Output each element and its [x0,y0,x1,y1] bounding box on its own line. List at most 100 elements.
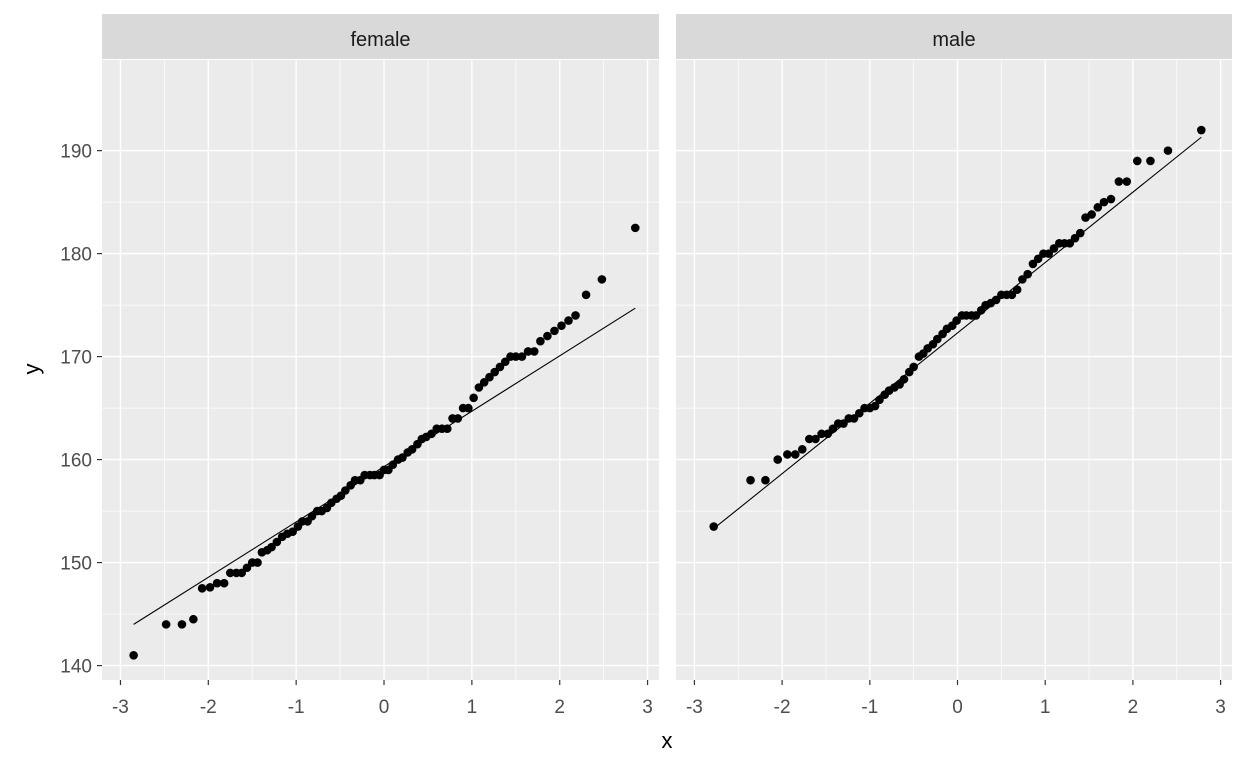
x-tick-label: 3 [642,697,653,718]
data-point [407,445,417,454]
data-point [952,316,961,325]
data-point [212,578,222,588]
data-point [536,336,545,346]
y-tick-label: 150 [60,554,92,575]
data-point [1065,239,1075,248]
data-point [630,223,640,233]
data-point [511,352,521,361]
data-point [1163,146,1173,155]
y-tick-label: 180 [60,245,92,266]
x-axis-title: x [662,728,673,753]
y-tick-label: 190 [60,142,92,163]
data-point [1099,197,1109,207]
strip-male [676,14,1232,59]
data-point [1087,210,1096,219]
data-point [823,429,833,439]
data-point [1070,233,1080,243]
data-point [517,352,527,361]
data-point [1023,269,1032,279]
data-point [1075,228,1085,238]
data-point [189,614,198,624]
qq-reference-line [713,136,1202,530]
x-tick-label: -3 [112,697,129,718]
data-point [797,445,807,454]
data-point [839,419,848,428]
data-point [388,460,398,470]
panel-background-male [676,60,1232,680]
data-point [219,578,229,588]
data-point [272,537,282,547]
data-point [500,357,510,367]
x-tick-label: 0 [952,697,963,718]
data-point [933,334,942,344]
x-tick-label: -2 [200,697,217,718]
data-point [129,650,138,660]
panel-background-female [102,60,659,680]
data-point [398,453,407,462]
data-point [253,558,262,567]
data-point [529,347,539,356]
data-point [1033,254,1043,264]
data-point [485,372,494,382]
data-point [1146,156,1155,166]
data-point [783,450,792,459]
data-point [1132,156,1142,166]
data-point [581,290,591,300]
y-tick-label: 160 [60,451,92,472]
data-point [557,321,566,331]
data-point [811,434,820,444]
y-axis-title: y [19,364,44,375]
data-point [479,378,489,387]
data-point [237,568,246,578]
facets: female -3 -2 -1 0 1 2 3 140 150 160 170 180 190 male -3… [60,14,1232,718]
data-point [490,367,500,377]
data-point [1122,177,1132,186]
data-point [543,331,552,341]
data-point [1049,244,1059,253]
data-point [790,450,800,459]
data-point [341,486,350,495]
data-point [1093,202,1103,212]
x-tick-label: 2 [1128,697,1139,718]
x-tick-label: -1 [861,697,878,718]
data-point [1197,125,1206,135]
strip-label-female: female [350,29,410,51]
strip-label-male: male [932,29,975,51]
data-point [1028,259,1038,269]
data-point [442,424,452,434]
data-point [564,316,573,325]
facet-female: female -3 -2 -1 0 1 2 3 140 150 160 170 180 190 [60,14,659,718]
x-tick-label: 0 [379,697,390,718]
facet-male: male -3 -2 -1 0 1 2 3 [676,14,1232,718]
data-point [571,311,580,320]
data-point [854,408,864,418]
data-point [307,511,317,521]
data-point [1018,275,1027,284]
data-point [161,620,171,629]
data-point [225,568,235,578]
data-point [197,584,207,593]
x-tick-label: 2 [554,697,565,718]
data-point [177,620,187,629]
data-point [205,583,215,592]
x-tick-label: 1 [1040,697,1051,718]
data-point [870,401,880,411]
data-point [1044,249,1054,258]
data-point [474,383,484,392]
y-tick-label: 140 [60,657,92,678]
strip-female [102,14,659,59]
data-point [288,527,297,536]
y-tick-label: 170 [60,348,92,369]
data-point [817,429,826,439]
data-point [464,403,473,413]
x-tick-label: 1 [467,697,478,718]
data-point [242,563,252,573]
data-point [597,275,607,284]
data-point [427,429,436,439]
data-point [1012,285,1022,294]
data-point [828,424,838,434]
data-point [523,347,533,356]
data-point [709,522,719,531]
data-point [495,362,505,372]
